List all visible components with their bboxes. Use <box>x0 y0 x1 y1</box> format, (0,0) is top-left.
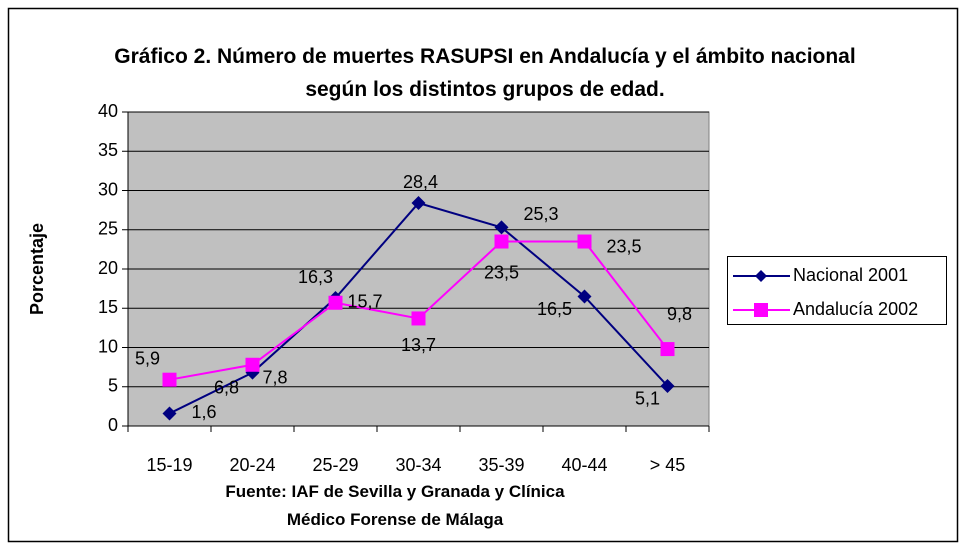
y-tick-label: 10 <box>98 336 118 356</box>
marker <box>162 406 177 421</box>
data-label: 23,5 <box>484 262 519 282</box>
marker <box>660 378 675 393</box>
marker <box>162 372 177 387</box>
data-label: 5,1 <box>635 389 660 409</box>
legend-label: Andalucía 2002 <box>793 299 918 319</box>
data-label: 6,8 <box>214 377 239 397</box>
marker <box>411 311 426 326</box>
chart-frame <box>7 7 959 543</box>
y-tick-label: 30 <box>98 179 118 199</box>
chart-title: Gráfico 2. Número de muertes RASUPSI en … <box>114 45 856 101</box>
x-tick-label: 15-19 <box>146 455 192 475</box>
y-tick-label: 0 <box>108 415 118 435</box>
data-label: 16,3 <box>298 267 333 287</box>
marker <box>494 220 509 235</box>
y-tick-label: 40 <box>98 101 118 121</box>
legend-marker <box>755 270 767 282</box>
data-label: 25,3 <box>524 204 559 224</box>
y-tick-label: 15 <box>98 297 118 317</box>
marker <box>328 295 343 310</box>
marker <box>660 342 675 357</box>
data-label: 9,8 <box>667 304 692 324</box>
y-tick-label: 20 <box>98 258 118 278</box>
marker <box>245 357 260 372</box>
x-tick-label: 25-29 <box>312 455 358 475</box>
y-tick-label: 35 <box>98 140 118 160</box>
y-tick-label: 25 <box>98 219 118 239</box>
data-label: 28,4 <box>403 172 438 192</box>
data-label: 15,7 <box>348 292 383 312</box>
x-tick-label: 40-44 <box>561 455 607 475</box>
x-tick-label: 35-39 <box>478 455 524 475</box>
x-tick-label: > 45 <box>650 455 686 475</box>
marker <box>577 234 592 249</box>
data-label: 5,9 <box>135 348 160 368</box>
marker <box>411 196 426 211</box>
legend-marker <box>754 303 768 317</box>
x-tick-label: 30-34 <box>395 455 441 475</box>
data-label: 23,5 <box>607 236 642 256</box>
y-axis-label: Porcentaje <box>27 223 47 315</box>
x-tick-label: 20-24 <box>229 455 275 475</box>
source-note: Fuente: IAF de Sevilla y Granada y Clíni… <box>225 482 565 529</box>
data-label: 7,8 <box>263 368 288 388</box>
data-label: 16,5 <box>537 299 572 319</box>
marker <box>494 234 509 249</box>
marker <box>577 289 592 304</box>
legend-label: Nacional 2001 <box>793 265 908 285</box>
y-tick-label: 5 <box>108 376 118 396</box>
data-label: 1,6 <box>192 402 217 422</box>
data-label: 13,7 <box>401 335 436 355</box>
